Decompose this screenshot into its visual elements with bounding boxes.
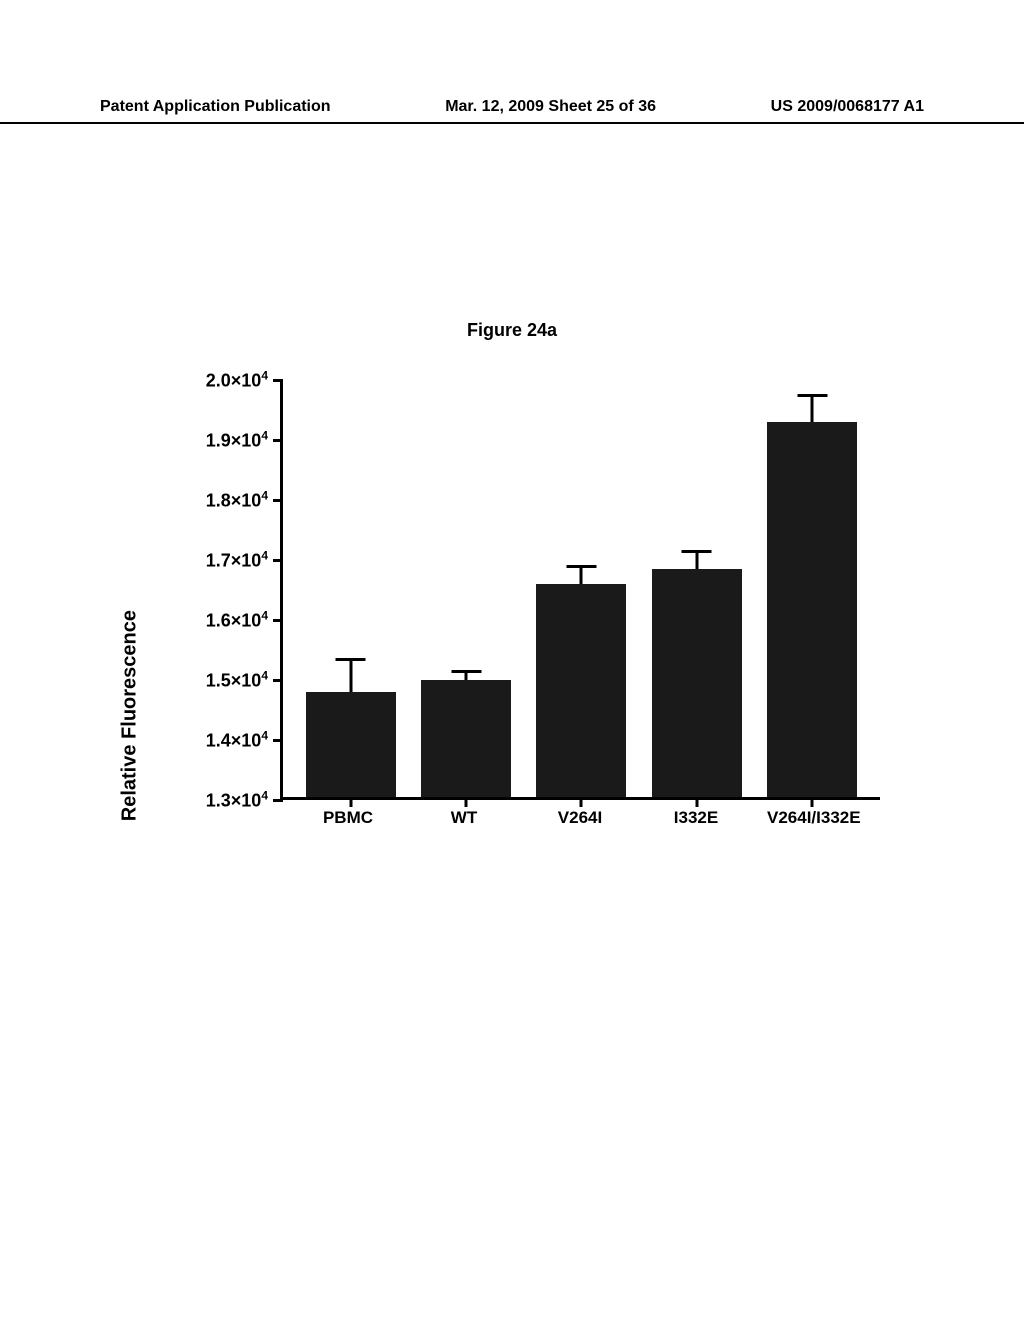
- y-tick-label: 1.7×104: [206, 549, 268, 572]
- y-axis-label: Relative Fluorescence: [119, 610, 142, 821]
- error-cap: [566, 565, 596, 568]
- error-bar: [349, 659, 352, 692]
- bar: [767, 422, 857, 797]
- figure-title: Figure 24a: [0, 320, 1024, 341]
- error-cap: [797, 394, 827, 397]
- bar-group: [536, 584, 626, 797]
- y-tick-label: 1.8×104: [206, 489, 268, 512]
- y-tick: [273, 619, 283, 622]
- y-tick-label: 1.9×104: [206, 429, 268, 452]
- error-bar: [580, 566, 583, 584]
- y-tick: [273, 559, 283, 562]
- x-tick: [349, 797, 352, 807]
- x-tick: [695, 797, 698, 807]
- bar-group: [767, 422, 857, 797]
- error-cap: [682, 550, 712, 553]
- y-tick-label: 1.6×104: [206, 609, 268, 632]
- y-tick: [273, 499, 283, 502]
- bar-group: [652, 569, 742, 797]
- bar: [652, 569, 742, 797]
- x-label: V264I: [535, 808, 625, 828]
- x-tick: [465, 797, 468, 807]
- y-tick: [273, 799, 283, 802]
- y-tick-label: 1.5×104: [206, 669, 268, 692]
- x-label: V264I/I332E: [767, 808, 857, 828]
- x-tick: [580, 797, 583, 807]
- bar: [536, 584, 626, 797]
- x-tick: [811, 797, 814, 807]
- y-tick: [273, 379, 283, 382]
- x-label: WT: [419, 808, 509, 828]
- y-tick-label: 1.3×104: [206, 789, 268, 812]
- header-right: US 2009/0068177 A1: [771, 98, 924, 116]
- error-cap: [451, 670, 481, 673]
- y-tick: [273, 739, 283, 742]
- y-tick-label: 2.0×104: [206, 369, 268, 392]
- y-tick: [273, 679, 283, 682]
- header-center: Mar. 12, 2009 Sheet 25 of 36: [445, 98, 656, 116]
- bar-group: [306, 692, 396, 797]
- x-label: I332E: [651, 808, 741, 828]
- bar-chart: Relative Fluorescence PBMCWTV264II332EV2…: [140, 380, 880, 840]
- page-header: Patent Application Publication Mar. 12, …: [0, 98, 1024, 124]
- y-tick: [273, 439, 283, 442]
- x-labels: PBMC WT V264I I332E V264I/I332E: [280, 808, 880, 828]
- error-bar: [695, 551, 698, 569]
- plot-area: [280, 380, 880, 800]
- x-label: PBMC: [303, 808, 393, 828]
- bar: [306, 692, 396, 797]
- header-left: Patent Application Publication: [100, 98, 331, 116]
- error-bar: [465, 671, 468, 680]
- bar: [421, 680, 511, 797]
- error-cap: [336, 658, 366, 661]
- bars-container: [283, 380, 880, 797]
- y-tick-label: 1.4×104: [206, 729, 268, 752]
- error-bar: [811, 395, 814, 422]
- bar-group: [421, 680, 511, 797]
